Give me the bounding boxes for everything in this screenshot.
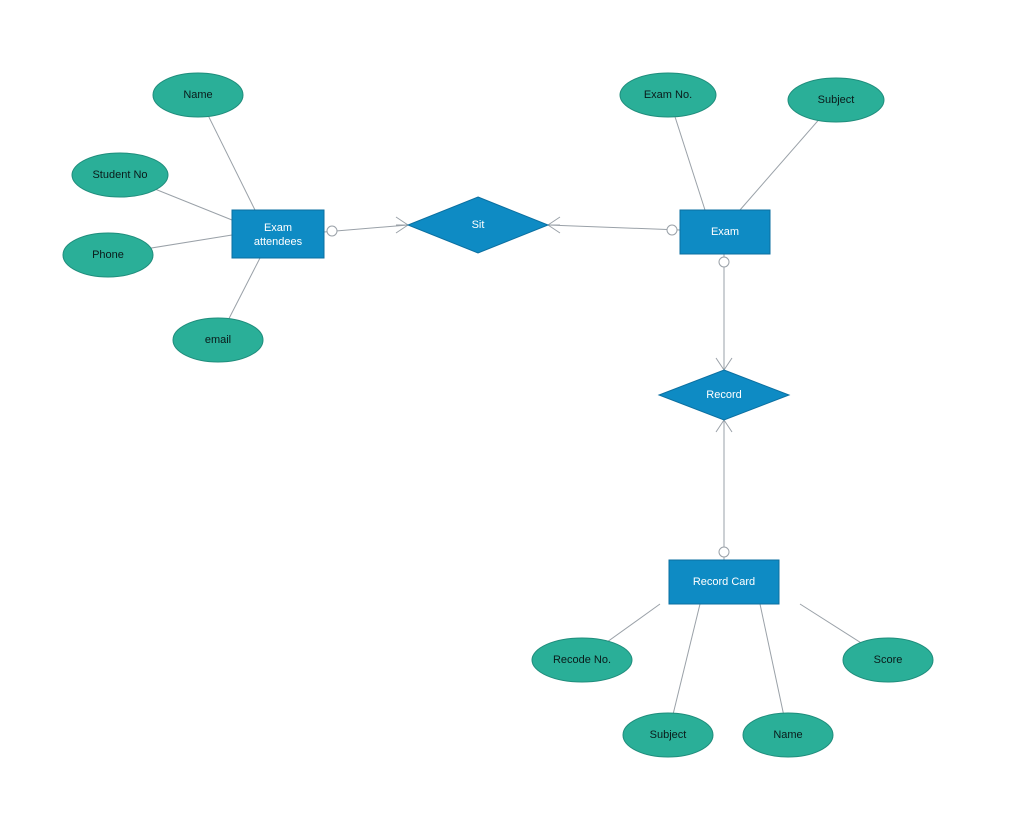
entity-record-card-label: Record Card <box>693 576 755 588</box>
entity-exam-attendees-label1: Exam <box>264 222 292 234</box>
attribute-ea-phone-label: Phone <box>92 249 124 261</box>
notation-ring-exam-left <box>667 225 677 235</box>
attribute-rc-recodeno: Recode No. <box>532 638 632 682</box>
attribute-ea-email-label: email <box>205 334 231 346</box>
entity-exam-attendees: Exam attendees <box>232 210 324 258</box>
attribute-ex-examno: Exam No. <box>620 73 716 117</box>
attribute-rc-subject-label: Subject <box>650 729 687 741</box>
entity-exam: Exam <box>680 210 770 254</box>
entity-exam-label: Exam <box>711 226 739 238</box>
notation-ring-recordcard-top <box>719 547 729 557</box>
notation-ring-attendees <box>327 226 337 236</box>
notation-crow-record-top <box>716 358 732 370</box>
relationship-record-label: Record <box>706 389 741 401</box>
entity-record-card: Record Card <box>669 560 779 604</box>
attribute-ea-email: email <box>173 318 263 362</box>
attribute-rc-name-label: Name <box>773 729 802 741</box>
attribute-ea-name: Name <box>153 73 243 117</box>
entity-exam-attendees-label2: attendees <box>254 236 303 248</box>
attribute-rc-name: Name <box>743 713 833 757</box>
attribute-ex-examno-label: Exam No. <box>644 89 692 101</box>
attribute-rc-score: Score <box>843 638 933 682</box>
er-diagram-canvas: Sit Record Exam attendees Exam Record Ca… <box>0 0 1024 816</box>
notation-crow-sit-right <box>548 217 560 233</box>
attribute-rc-subject: Subject <box>623 713 713 757</box>
attribute-rc-recodeno-label: Recode No. <box>553 654 611 666</box>
attribute-rc-score-label: Score <box>874 654 903 666</box>
attribute-ex-subject-label: Subject <box>818 94 855 106</box>
attribute-ea-studentno-label: Student No <box>92 169 147 181</box>
attribute-ea-studentno: Student No <box>72 153 168 197</box>
attribute-ea-name-label: Name <box>183 89 212 101</box>
relationship-record: Record <box>659 370 789 420</box>
attribute-ea-phone: Phone <box>63 233 153 277</box>
relationship-sit: Sit <box>408 197 548 253</box>
notation-ring-exam-bottom <box>719 257 729 267</box>
relationship-sit-label: Sit <box>472 219 485 231</box>
attribute-ex-subject: Subject <box>788 78 884 122</box>
edge-sit-exam <box>548 225 680 230</box>
notation-crow-sit-left <box>396 217 408 233</box>
notation-crow-record-bottom <box>716 420 732 432</box>
